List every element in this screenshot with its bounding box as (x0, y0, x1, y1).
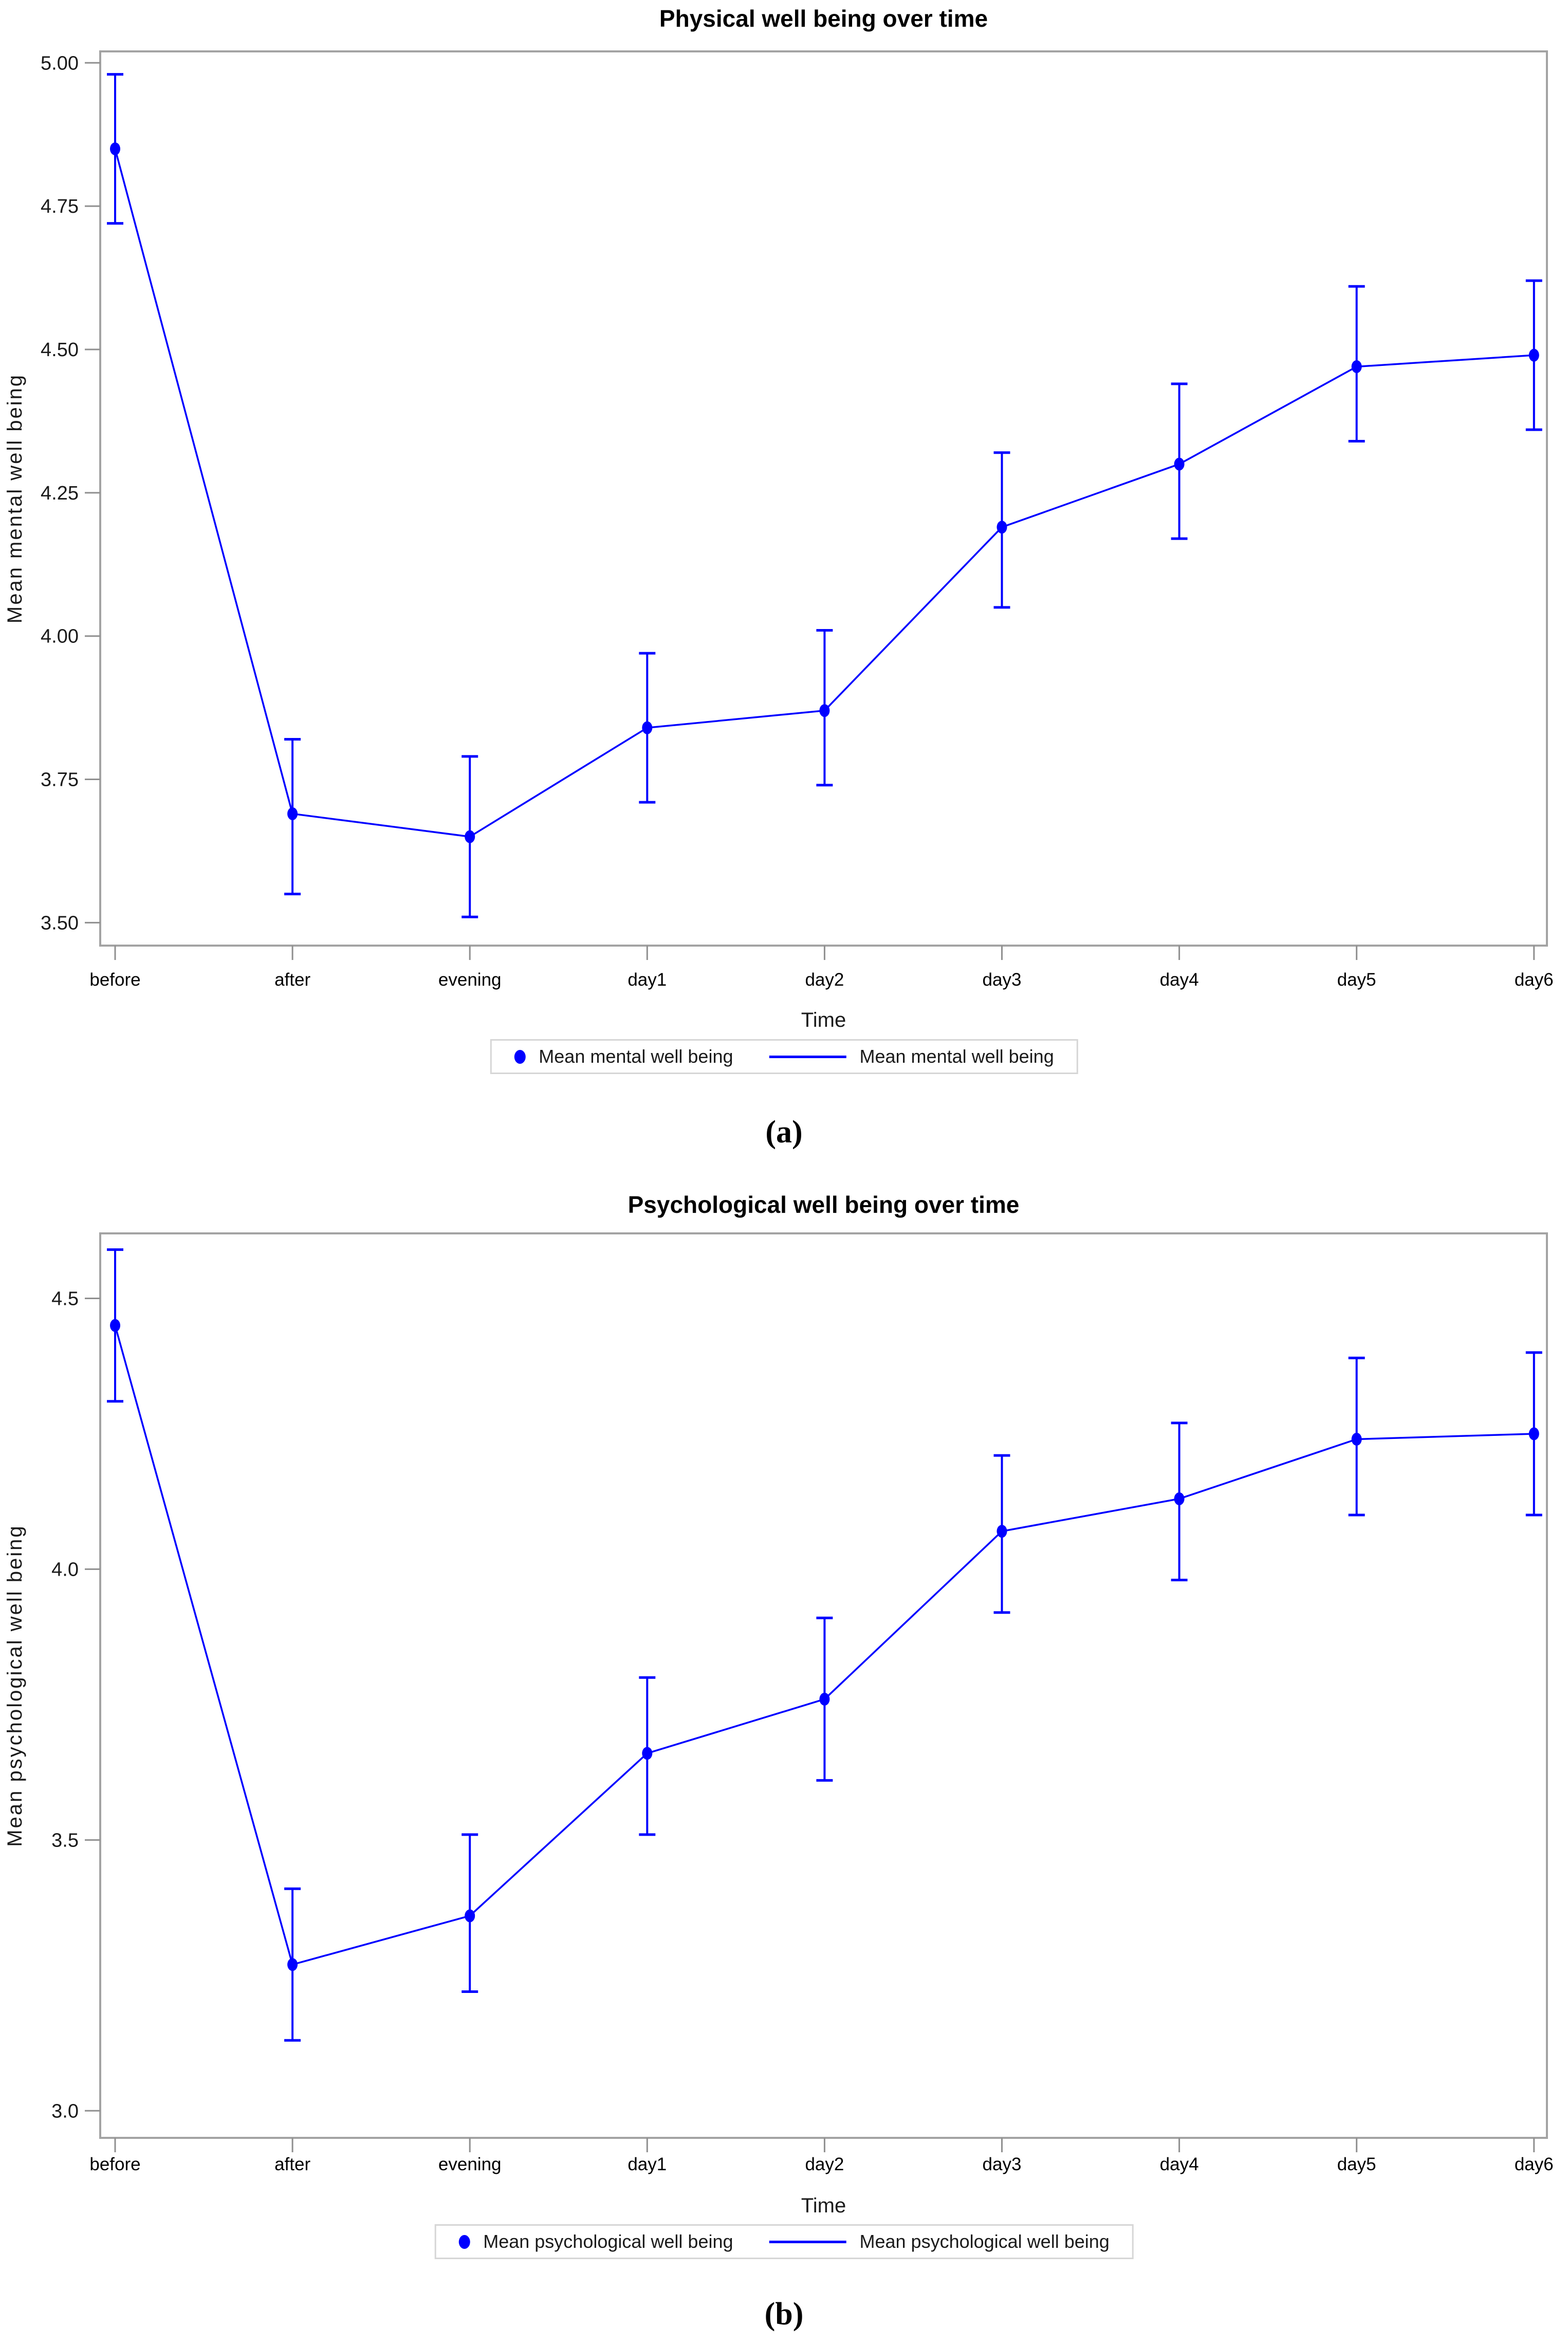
data-point (110, 142, 120, 156)
legend-line-icon (769, 2240, 846, 2243)
legend-item: Mean mental well being (514, 1046, 733, 1067)
legend-item: Mean psychological well being (458, 2231, 733, 2252)
plot-frame (99, 50, 1548, 947)
legend-marker-icon (458, 2234, 470, 2249)
x-tick-label: day1 (628, 2154, 667, 2174)
series-mean-psychological-well-being (107, 1248, 1542, 2042)
data-point (1351, 360, 1362, 373)
chart-legend: Mean mental well being Mean mental well b… (490, 1039, 1078, 1074)
data-point (287, 1958, 298, 1971)
y-tick-label: 4.5 (51, 1288, 79, 1309)
x-axis-title: Time (801, 2194, 846, 2217)
y-tick-label: 4.75 (41, 196, 79, 217)
data-point (642, 1747, 653, 1760)
x-tick-label: day4 (1160, 2154, 1199, 2174)
x-tick-label: day2 (805, 970, 844, 990)
x-tick-label: day3 (983, 970, 1022, 990)
data-point (1351, 1432, 1362, 1446)
y-tick-label: 3.75 (41, 769, 79, 791)
x-tick-label: day1 (628, 970, 667, 990)
data-point (1528, 348, 1539, 362)
chart-legend: Mean psychological well being Mean psycho… (434, 2224, 1134, 2259)
y-tick-label: 3.0 (51, 2100, 79, 2122)
x-tick-label: day6 (1515, 970, 1554, 990)
legend-item: Mean mental well being (769, 1046, 1054, 1067)
x-tick-label: evening (438, 970, 502, 990)
data-point (110, 1319, 120, 1332)
legend-label: Mean mental well being (859, 1046, 1054, 1067)
y-tick-label: 3.5 (51, 1830, 79, 1851)
chart-panel-psychological: Psychological well being over time 4.5 4.0… (0, 1172, 1568, 2346)
y-tick-label: 4.50 (41, 339, 79, 361)
x-tick-label: day4 (1160, 970, 1199, 990)
x-tick-label: day2 (805, 2154, 844, 2174)
legend-label: Mean mental well being (539, 1046, 733, 1067)
panel-caption-a: (a) (765, 1115, 803, 1150)
legend-label: Mean psychological well being (859, 2231, 1110, 2252)
legend-item: Mean psychological well being (769, 2231, 1110, 2252)
data-point (819, 704, 830, 717)
data-point (642, 721, 653, 734)
data-point (1174, 1492, 1185, 1505)
y-tick-label: 5.00 (41, 52, 79, 74)
data-point (819, 1692, 830, 1706)
chart-panel-physical: Physical well being over time 5.00 4.75 4.5… (0, 0, 1568, 1172)
data-point (287, 807, 298, 820)
data-point (997, 521, 1007, 534)
y-tick-label: 4.0 (51, 1559, 79, 1580)
x-tick-label: day3 (983, 2154, 1022, 2174)
x-tick-label: day5 (1337, 2154, 1376, 2174)
x-tick-label: before (89, 970, 140, 990)
chart-title: Physical well being over time (659, 5, 988, 32)
data-point (465, 1909, 475, 1923)
data-point (1528, 1427, 1539, 1440)
psychological-wellbeing-chart: Psychological well being over time 4.5 4.0… (4, 1191, 1554, 2217)
x-tick-label: after (274, 2154, 310, 2174)
chart-title: Psychological well being over time (628, 1191, 1020, 1218)
legend-label: Mean psychological well being (483, 2231, 733, 2252)
x-tick-label: after (274, 970, 310, 990)
y-axis-title: Mean psychological well being (4, 1524, 26, 1846)
x-tick-label: day6 (1515, 2154, 1554, 2174)
y-axis-title: Mean mental well being (4, 374, 26, 623)
panel-caption-b: (b) (764, 2297, 804, 2332)
plot-frame (99, 1232, 1548, 2139)
y-tick-label: 3.50 (41, 912, 79, 934)
legend-line-icon (769, 1055, 846, 1058)
data-point (465, 830, 475, 843)
series-mean-mental-well-being (107, 73, 1542, 918)
legend-marker-icon (514, 1049, 526, 1064)
x-tick-label: day5 (1337, 970, 1376, 990)
y-tick-label: 4.00 (41, 626, 79, 648)
physical-wellbeing-chart: Physical well being over time 5.00 4.75 4.5… (4, 5, 1554, 1031)
data-point (997, 1525, 1007, 1538)
x-tick-label: before (89, 2154, 140, 2174)
x-tick-label: evening (438, 2154, 502, 2174)
x-axis-title: Time (801, 1009, 846, 1031)
y-tick-label: 4.25 (41, 483, 79, 504)
data-point (1174, 457, 1185, 471)
